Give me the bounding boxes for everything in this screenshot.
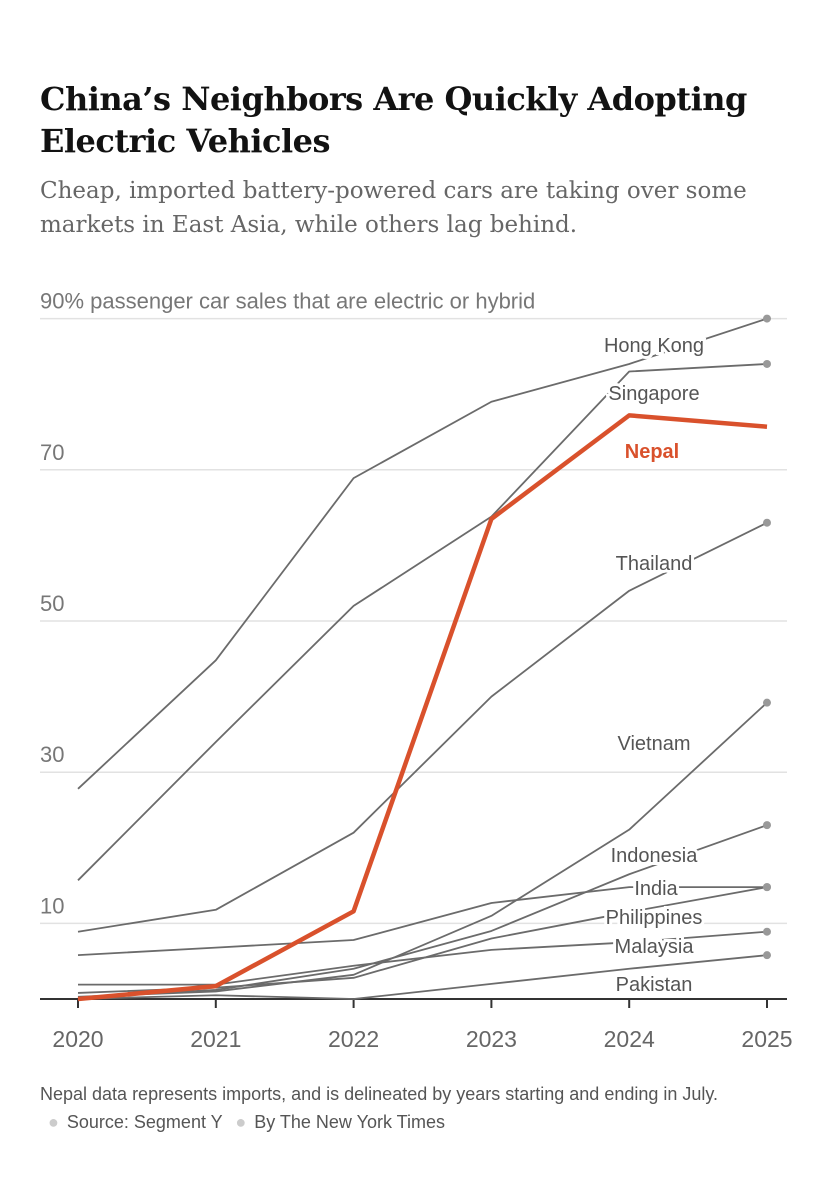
series-label-indonesia: Indonesia [611, 845, 699, 867]
series-label-pakistan: Pakistan [616, 974, 693, 996]
line-chart: 10 30 50 70 90% passenger car sales that are… [40, 289, 793, 1052]
separator-dot-icon: ● [235, 1112, 247, 1132]
end-point-malaysia [763, 927, 771, 936]
series-label-philippines: Philippines [606, 907, 703, 929]
series-label-vietnam: Vietnam [617, 733, 690, 755]
series-line-malaysia [78, 930, 768, 986]
series-line-singapore [77, 363, 768, 881]
series-line-india [77, 886, 767, 957]
series-label-singapore: Singapore [608, 383, 699, 405]
series-line-pakistan [77, 954, 768, 1000]
footnote-text: Nepal data represents imports, and is de… [40, 1084, 719, 1104]
series-label-india: India [634, 878, 678, 900]
y-tick-label: 30 [40, 742, 64, 767]
series-label-nepal: Nepal [625, 441, 679, 463]
end-point-vietnam [763, 698, 771, 707]
y-axis-top-label: 90% passenger car sales that are electri… [40, 289, 535, 314]
chart-title: China’s Neighbors Are Quickly Adopting E… [40, 80, 747, 160]
y-tick-label: 50 [40, 591, 64, 616]
end-point-singapore [763, 359, 771, 368]
series-label-thailand: Thailand [616, 553, 693, 575]
series-label-malaysia: Malaysia [615, 936, 695, 958]
x-tick-label: 2022 [328, 1026, 379, 1052]
series-line-hong-kong [77, 317, 768, 790]
end-point-thailand [763, 518, 771, 527]
series-line-vietnam [77, 701, 768, 998]
end-point-indonesia [763, 821, 771, 830]
series-line-indonesia [77, 824, 768, 999]
credit-text: By The New York Times [254, 1112, 445, 1132]
x-tick-label: 2024 [604, 1026, 655, 1052]
x-tick-label: 2025 [741, 1026, 792, 1052]
x-tick-label: 2020 [52, 1026, 103, 1052]
y-tick-label: 10 [40, 893, 64, 918]
end-point-pakistan [763, 951, 771, 960]
x-tick-label: 2021 [190, 1026, 241, 1052]
series-line-nepal [77, 413, 768, 1002]
y-tick-label: 70 [40, 440, 64, 465]
end-point-hong-kong [763, 314, 771, 323]
source-text: Source: Segment Y [66, 1112, 223, 1132]
x-tick-label: 2023 [466, 1026, 517, 1052]
chart-subtitle: Cheap, imported battery-powered cars are… [40, 178, 747, 238]
end-point-philippines [763, 883, 771, 892]
series-label-hong-kong: Hong Kong [604, 335, 704, 357]
separator-dot-icon: ● [48, 1112, 59, 1132]
footnote: Nepal data represents imports, and is de… [40, 1080, 800, 1136]
series-line-thailand [77, 521, 768, 933]
